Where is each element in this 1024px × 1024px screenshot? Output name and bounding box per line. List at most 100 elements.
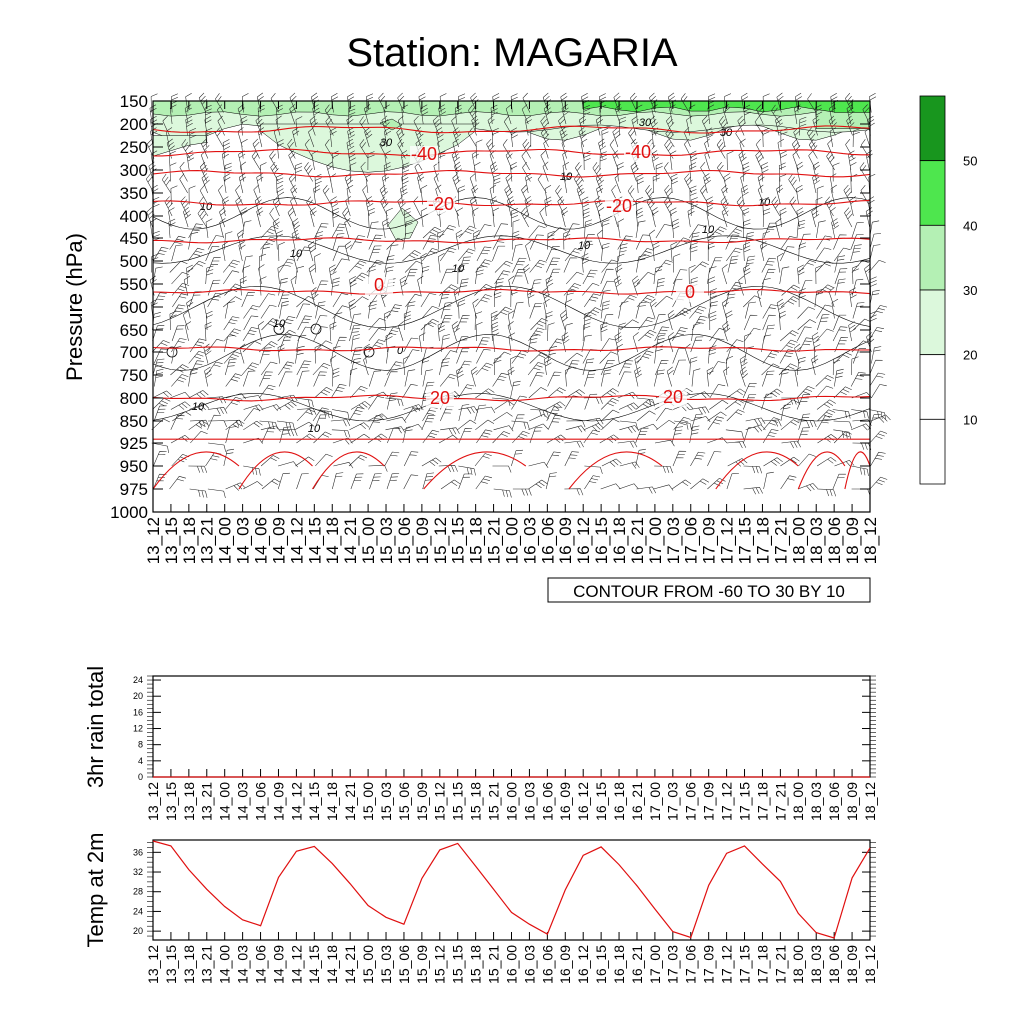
- rh-contour-line: [152, 286, 871, 328]
- y-tick-label: 150: [120, 92, 148, 111]
- temperature-contour-line: [152, 451, 240, 490]
- y-tick-label: 550: [120, 275, 148, 294]
- x-tick-label: 17_12: [718, 517, 737, 564]
- y-tick-label: 975: [120, 480, 148, 499]
- x-tick-label: 14_15: [305, 517, 324, 564]
- temperature-contour-label: 0: [685, 282, 695, 302]
- colorbar-label: 40: [963, 218, 977, 233]
- x-tick-label: 17_03: [665, 945, 681, 984]
- x-tick-label: 15_06: [396, 945, 412, 984]
- y-tick-label: 350: [120, 184, 148, 203]
- y-tick-label: 500: [120, 252, 148, 271]
- temperature-contour-line: [238, 451, 313, 490]
- y-tick-label: 700: [120, 343, 148, 362]
- x-tick-label: 13_21: [199, 945, 215, 984]
- x-tick-label: 16_18: [611, 945, 627, 984]
- x-tick-label: 18_09: [844, 782, 860, 821]
- rh-contour-label: 10: [452, 263, 465, 275]
- colorbar-segment: [919, 354, 946, 420]
- x-tick-label: 15_15: [450, 945, 466, 984]
- x-tick-label: 14_00: [217, 782, 233, 821]
- x-tick-label: 16_21: [629, 945, 645, 984]
- x-tick-label: 18_12: [862, 782, 878, 821]
- x-tick-label: 15_00: [360, 782, 376, 821]
- x-tick-label: 18_06: [826, 782, 842, 821]
- x-tick-label: 14_03: [234, 517, 253, 564]
- y-tick-label: 24: [133, 906, 143, 916]
- y-tick-label: 12: [133, 724, 143, 734]
- x-tick-label: 16_21: [629, 782, 645, 821]
- x-tick-label: 13_21: [199, 782, 215, 821]
- temperature-contour-label: -20: [428, 194, 454, 214]
- y-tick-label: 200: [120, 115, 148, 134]
- temp2m-ylabel: Temp at 2m: [83, 833, 108, 948]
- x-tick-label: 16_06: [539, 782, 555, 821]
- rh-fill-region: [152, 135, 208, 157]
- x-tick-label: 17_09: [700, 517, 719, 564]
- x-tick-label: 14_21: [342, 945, 358, 984]
- temperature-label-halo: [365, 277, 393, 295]
- temperature-contour-line: [844, 451, 871, 490]
- x-tick-label: 14_21: [341, 517, 360, 564]
- x-tick-label: 16_06: [538, 517, 557, 564]
- x-tick-label: 18_00: [790, 782, 806, 821]
- x-tick-label: 15_12: [431, 517, 450, 564]
- x-tick-label: 15_15: [450, 782, 466, 821]
- x-tick-label: 16_15: [592, 517, 611, 564]
- cross-section-frame: [152, 100, 871, 513]
- rh-contour-line: [152, 197, 871, 230]
- x-tick-label: 18_06: [825, 517, 844, 564]
- rh-contour-label: 10: [578, 240, 591, 252]
- rh-contour-label: 30: [639, 117, 652, 129]
- colorbar: 10 20 30 40 50: [919, 95, 977, 485]
- x-tick-label: 17_12: [719, 782, 735, 821]
- x-tick-label: 13_15: [162, 517, 181, 564]
- x-tick-label: 18_03: [808, 782, 824, 821]
- temperature-contour-line: [423, 451, 527, 490]
- colorbar-label: 10: [963, 412, 977, 427]
- x-tick-label: 17_18: [753, 517, 772, 564]
- x-tick-label: 17_18: [754, 782, 770, 821]
- temperature-contour-label: 0: [374, 275, 384, 295]
- x-tick-label: 15_00: [359, 517, 378, 564]
- y-tick-label: 20: [133, 926, 143, 936]
- colorbar-segment: [919, 224, 946, 291]
- x-tick-label: 17_03: [664, 517, 683, 564]
- rain-frame: [152, 675, 871, 778]
- temperature-label-halo: [410, 146, 438, 164]
- x-tick-label: 13_21: [198, 517, 217, 564]
- rh-fill-region: [387, 207, 419, 241]
- temperature-contour-line: [312, 451, 385, 490]
- x-tick-label: 16_21: [628, 517, 647, 564]
- x-tick-label: 14_21: [342, 782, 358, 821]
- y-tick-label: 850: [120, 412, 148, 431]
- x-tick-label: 18_03: [807, 517, 826, 564]
- y-tick-label: 300: [120, 161, 148, 180]
- rh-contour-line: [152, 334, 871, 371]
- x-tick-label: 18_09: [844, 945, 860, 984]
- x-tick-label: 14_00: [216, 517, 235, 564]
- x-tick-label: 16_15: [593, 945, 609, 984]
- x-tick-label: 13_12: [145, 945, 161, 984]
- rh-contour-circle: [166, 346, 178, 358]
- x-tick-label: 15_21: [485, 517, 504, 564]
- x-tick-label: 16_09: [557, 782, 573, 821]
- x-tick-label: 15_21: [485, 782, 501, 821]
- temperature-contour-label: -40: [411, 144, 437, 164]
- x-tick-label: 18_12: [861, 517, 880, 564]
- rain-ylabel: 3hr rain total: [83, 666, 108, 788]
- y-tick-label: 650: [120, 321, 148, 340]
- x-tick-label: 15_18: [468, 782, 484, 821]
- x-tick-label: 13_18: [180, 517, 199, 564]
- temperature-label-halo: [624, 144, 652, 162]
- temperature-contour-line: [152, 346, 871, 352]
- temperature-contour-line: [797, 451, 846, 490]
- x-tick-label: 17_00: [647, 945, 663, 984]
- x-tick-label: 16_00: [503, 782, 519, 821]
- y-tick-label: 20: [133, 691, 143, 701]
- x-tick-label: 14_18: [324, 782, 340, 821]
- x-tick-label: 17_18: [754, 945, 770, 984]
- y-tick-label: 250: [120, 138, 148, 157]
